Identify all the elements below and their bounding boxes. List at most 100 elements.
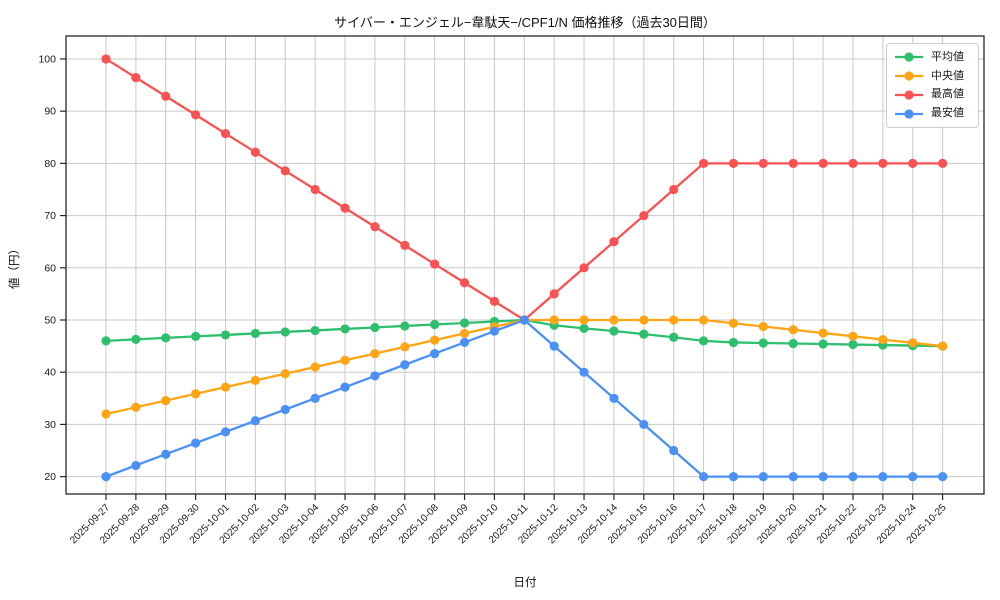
data-point <box>220 128 231 139</box>
data-point <box>280 327 290 337</box>
data-point <box>938 472 948 482</box>
data-point <box>400 360 410 370</box>
data-point <box>788 472 798 482</box>
data-point <box>728 472 739 482</box>
data-point <box>908 472 918 482</box>
data-point <box>818 339 828 349</box>
data-point <box>758 158 768 168</box>
data-point <box>848 158 858 168</box>
data-point <box>549 341 559 351</box>
data-point <box>161 395 171 406</box>
chart-title: サイバー・エンジェル−韋駄天−/CPF1/N 価格推移（過去30日間） <box>334 15 716 30</box>
legend-item-最安値: 最安値 <box>894 105 971 123</box>
data-point <box>609 315 619 325</box>
data-point <box>938 158 948 168</box>
data-point <box>579 263 589 273</box>
data-point <box>728 337 739 348</box>
data-point <box>878 158 888 168</box>
data-point <box>191 389 201 399</box>
legend-swatch-icon <box>895 109 923 119</box>
data-point <box>549 315 559 325</box>
legend-swatch-icon <box>895 90 923 100</box>
data-point <box>579 323 589 333</box>
data-point <box>161 333 171 343</box>
data-point <box>400 342 410 352</box>
data-point <box>519 315 529 325</box>
data-point <box>639 210 649 221</box>
data-point <box>131 72 141 83</box>
data-point <box>579 367 589 377</box>
data-point <box>758 472 768 482</box>
data-point <box>609 393 619 403</box>
data-point <box>878 334 888 345</box>
data-point <box>400 321 410 331</box>
data-point <box>131 334 141 344</box>
y-tick-label: 70 <box>44 210 56 222</box>
data-point <box>669 184 679 195</box>
data-point <box>430 259 440 269</box>
data-point <box>639 419 649 430</box>
data-point <box>370 348 380 359</box>
data-point <box>728 158 739 168</box>
data-point <box>250 375 260 386</box>
data-point <box>639 315 649 325</box>
data-point <box>161 91 171 101</box>
data-point <box>430 335 440 345</box>
data-point <box>728 318 739 328</box>
data-point <box>280 369 290 379</box>
data-point <box>310 393 320 403</box>
data-point <box>191 331 201 341</box>
data-point <box>340 324 350 334</box>
data-point <box>848 472 858 482</box>
data-point <box>459 328 470 339</box>
data-point <box>788 158 798 168</box>
data-point <box>340 355 350 365</box>
data-point <box>310 184 320 195</box>
axes-frame <box>65 35 985 495</box>
data-point <box>549 289 559 299</box>
data-point <box>370 222 380 232</box>
y-tick-label: 90 <box>44 106 56 118</box>
data-point <box>400 240 410 250</box>
data-point <box>250 416 260 426</box>
data-point <box>758 338 768 348</box>
data-point <box>101 472 111 482</box>
legend-swatch-icon <box>895 71 923 81</box>
data-point <box>669 332 679 342</box>
data-point <box>698 315 709 325</box>
data-point <box>908 158 918 168</box>
data-point <box>639 329 649 339</box>
data-point <box>250 328 260 339</box>
data-point <box>220 427 231 437</box>
y-tick-label: 20 <box>44 471 56 483</box>
y-tick-label: 40 <box>44 367 56 379</box>
data-point <box>370 322 380 333</box>
legend-swatch-icon <box>895 52 923 62</box>
data-point <box>908 338 918 348</box>
data-point <box>698 336 709 346</box>
y-tick-label: 80 <box>44 158 56 170</box>
y-tick-label: 30 <box>44 419 56 431</box>
legend-item-最高値: 最高値 <box>894 86 971 104</box>
data-point <box>848 331 858 341</box>
data-point <box>669 315 679 325</box>
data-point <box>340 203 350 213</box>
data-point <box>818 472 828 482</box>
data-point <box>220 330 231 340</box>
legend-label: 最安値 <box>931 107 964 120</box>
data-point <box>101 409 111 419</box>
data-point <box>848 339 858 350</box>
legend-item-平均値: 平均値 <box>894 48 971 66</box>
data-point <box>370 371 380 381</box>
data-point <box>161 449 171 459</box>
data-point <box>250 147 260 157</box>
x-axis-label: 日付 <box>513 577 537 589</box>
y-tick-label: 60 <box>44 262 56 274</box>
data-point <box>131 460 141 471</box>
legend: 平均値中央値最高値最安値 <box>886 43 979 128</box>
y-axis-label: 値（円） <box>9 243 21 289</box>
legend-label: 最高値 <box>931 88 964 101</box>
legend-label: 中央値 <box>931 69 964 82</box>
